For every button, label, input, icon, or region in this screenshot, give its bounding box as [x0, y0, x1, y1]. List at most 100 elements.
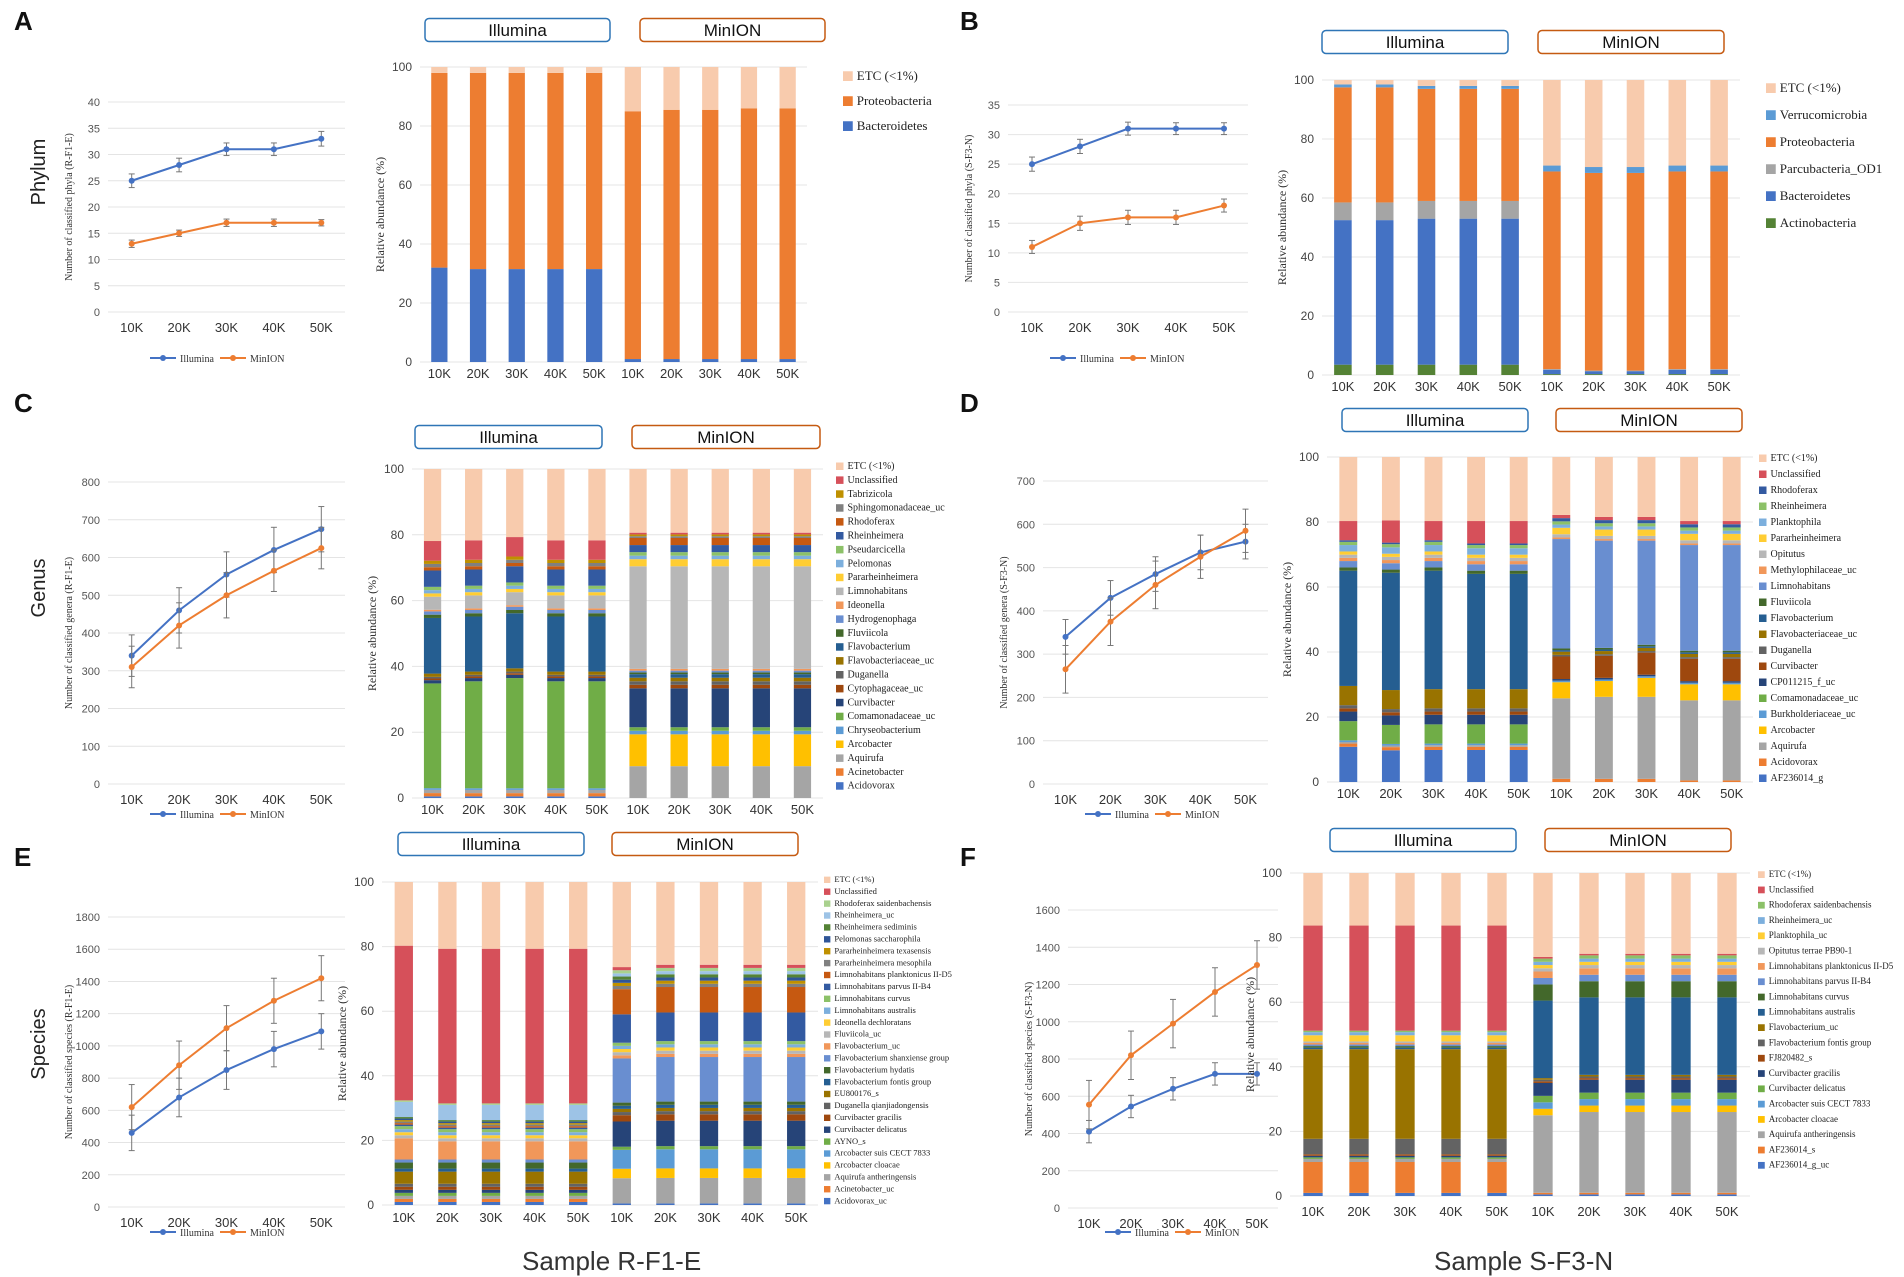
bar-segment-rhodoferax-saidenbachensis: [1625, 955, 1645, 959]
bar-segment-rheinheimera: [629, 545, 647, 553]
bar-segment-ayno-s: [787, 1146, 806, 1150]
bar-segment-unclassified: [438, 948, 457, 1104]
bar-segment-etc-1-: [465, 469, 483, 541]
bar-segment-sphingomonadaceae-uc: [423, 563, 442, 568]
bar-segment-planktophila: [1339, 545, 1358, 552]
bar-segment-cp011215-f-uc: [1509, 714, 1528, 725]
bar-segment-flavobacterium-hydatis: [438, 1162, 457, 1169]
bar-segment-eu800176-s: [612, 1108, 631, 1113]
bar-segment-sphingomonadaceae-uc: [752, 536, 770, 538]
data-point: [270, 146, 277, 153]
stacked-bar-chart: Illumina MinION 0 20 40 60 80 100 Relative abund…: [1280, 407, 1859, 801]
x-tick-label: 20K: [168, 1215, 191, 1230]
bar-segment-aquirufa-antheringensis: [525, 1195, 544, 1199]
bar-segment-flavobacteriaceae-uc: [1424, 689, 1443, 709]
legend-label: Aquirufa antheringensis: [1769, 1129, 1856, 1139]
bar-segment-aquirufa: [1552, 698, 1571, 779]
legend-swatch: [1758, 1070, 1765, 1077]
bar-segment-proteobacteria: [1626, 172, 1645, 371]
bar-segment-methylophilaceae-uc: [1381, 560, 1400, 564]
bar-segment-flavobacterium-uc: [1349, 1049, 1369, 1139]
bar-segment-bacteroidetes: [1375, 220, 1394, 365]
bar-segment-flavobacterium-uc: [1717, 1074, 1737, 1077]
bar-segment-arcobacter-suis-cect-7833: [656, 1149, 675, 1169]
bar-segment-flavobacterium-shanxiense-group: [699, 1057, 719, 1102]
bar-segment-curvibacter: [506, 674, 524, 679]
y-tick-label: 0: [405, 355, 412, 369]
bar-segment-unclassified: [1533, 956, 1553, 959]
bar-segment-flavobacterium-uc: [1395, 1049, 1415, 1139]
bar-segment-etc-1-: [1584, 80, 1603, 168]
legend-swatch: [1759, 582, 1767, 590]
bar-segment-af236014-g-uc: [1303, 1192, 1323, 1196]
bar-segment-comamonadaceae-uc: [1467, 724, 1486, 744]
bar-segment-limnohabitans-australis: [1487, 1047, 1507, 1050]
bar-segment-opitutus-terrae-pb90-1: [1625, 965, 1645, 969]
y-tick-label: 20: [1301, 309, 1315, 323]
bar-segment-fluviicola: [423, 614, 442, 618]
bar-segment-duganella: [1552, 654, 1571, 657]
bar-segment-limnohabitans-curvus: [656, 1041, 675, 1045]
bar-segment-limnohabitans-australis: [1441, 1047, 1461, 1050]
bar-segment-cytophagaceae-uc: [629, 684, 647, 689]
x-tick-label: 20K: [168, 792, 191, 807]
bar-segment-ayno-s: [743, 1146, 762, 1150]
bar-segment-fluviicola: [506, 610, 524, 614]
x-tick-label: 50K: [1234, 792, 1257, 807]
legend-label: Chryseobacterium: [848, 725, 922, 736]
y-tick-label: 40: [361, 1069, 375, 1083]
bar-segment-rhodoferax-saidenbachensis: [612, 970, 631, 974]
bar-segment-af236014-s: [1395, 1162, 1415, 1193]
legend-label: MinION: [250, 1228, 284, 1239]
data-point: [318, 219, 325, 226]
bar-segment-proteobacteria: [1668, 171, 1687, 370]
data-point: [1125, 125, 1131, 132]
bar-segment-comamonadaceae-uc: [1339, 721, 1358, 741]
bar-segment-limnohabitans-australis: [481, 1132, 501, 1136]
bar-segment-limnohabitans-planktonicus-ii-d5: [1579, 968, 1599, 975]
legend-label: Rheinheimera_uc: [834, 910, 894, 920]
bar-segment-rheinheimera: [1552, 521, 1571, 525]
bar-segment-limnohabitans: [1381, 563, 1400, 570]
bar-segment-ideonella: [423, 609, 442, 612]
bar-segment-curvibacter-gracilis: [743, 1114, 762, 1121]
x-tick-label: 50K: [1708, 379, 1731, 394]
x-tick-label: 10K: [1331, 379, 1354, 394]
legend-label: Bacteroidetes: [1780, 188, 1851, 203]
bar-segment-flavobacteriaceae-uc: [465, 671, 483, 675]
bar-segment-etc-1-: [547, 469, 565, 541]
legend-label: ETC (<1%): [834, 874, 874, 884]
bar-segment-curvibacter-delicatus: [656, 1120, 675, 1147]
bar-segment-rheinheimera-uc: [1487, 1032, 1507, 1036]
data-point: [223, 219, 230, 226]
legend-swatch: [836, 615, 844, 623]
bar-segment-af236014-g-uc: [1625, 1194, 1645, 1196]
bar-segment-pseudarcicella: [752, 552, 770, 556]
y-tick-label: 800: [82, 1073, 100, 1085]
bar-segment-flavobacteriaceae-uc: [793, 677, 812, 682]
bar-segment-burkholderiaceae-uc: [1637, 676, 1656, 678]
minion-header-label: MinION: [676, 835, 734, 854]
bar-segment-verrucomicrobia: [1334, 84, 1352, 88]
legend-label: Acidovorax: [1771, 757, 1818, 768]
bar-segment-duganella-qianjiadongensis: [438, 1183, 457, 1187]
bar-segment-flavobacterium-fontis-group: [1487, 1138, 1507, 1155]
data-point: [318, 975, 325, 982]
bar-segment-pelomonas-saccharophila: [699, 977, 719, 981]
bar-segment-cytophagaceae-uc: [670, 684, 688, 689]
bar-segment-flavobacterium: [1381, 572, 1400, 691]
bar-segment-curvibacter: [1509, 711, 1528, 715]
bar-segment-curvibacter-gracilis: [394, 1186, 413, 1190]
legend-swatch: [1758, 917, 1765, 924]
bar-segment-planktophila: [1552, 524, 1571, 528]
bar-segment-duganella: [547, 674, 565, 677]
legend-label: Methylophilaceae_uc: [1771, 565, 1858, 576]
bar-segment-arcobacter-suis-cect-7833: [1717, 1099, 1737, 1106]
y-tick-label: 300: [1017, 649, 1035, 661]
bar-segment-rheinheimera-uc: [1533, 961, 1553, 966]
bar-segment-aquirufa-antheringensis: [656, 1177, 675, 1204]
x-tick-label: 50K: [1245, 1216, 1268, 1231]
x-tick-label: 10K: [392, 1210, 415, 1225]
x-tick-label: 10K: [626, 802, 649, 817]
